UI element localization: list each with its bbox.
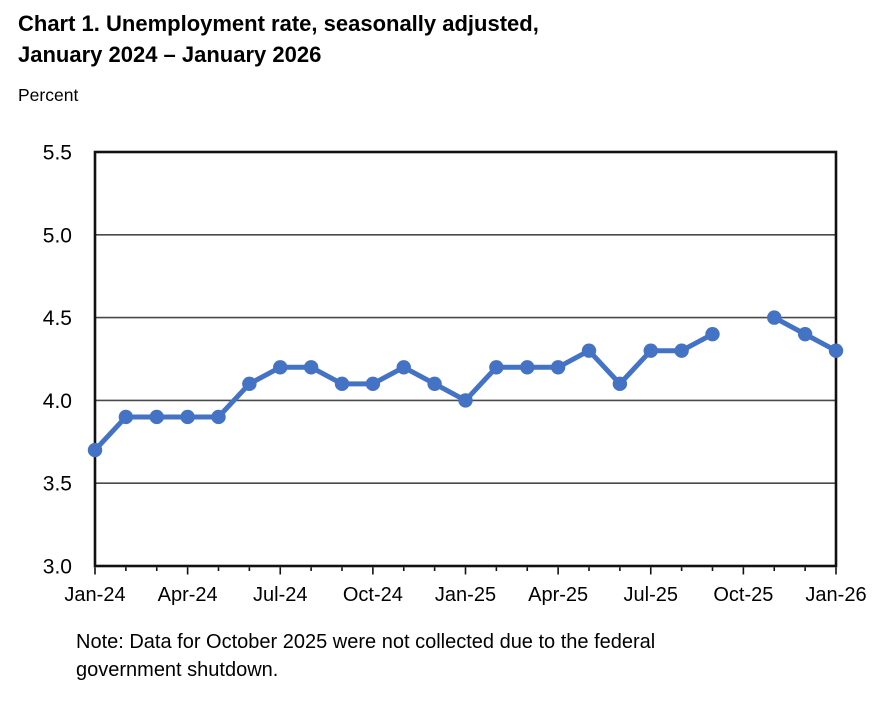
data-point xyxy=(550,360,566,375)
note-line1: Note: Data for October 2025 were not col… xyxy=(76,631,656,653)
data-point xyxy=(303,360,319,375)
data-point xyxy=(427,376,442,392)
data-point xyxy=(828,343,844,358)
data-point xyxy=(118,409,134,425)
y-tick-label: 4.5 xyxy=(43,307,72,330)
chart-svg: 5.5 5.0 4.5 4.0 3.5 3.0 Jan-24 Apr-24 Jul-24 Oct-… xyxy=(43,142,867,607)
x-tick-label: Oct-24 xyxy=(343,584,403,606)
data-point xyxy=(242,376,257,392)
note-line2: government shutdown. xyxy=(76,659,279,681)
y-tick-label: 3.5 xyxy=(43,473,72,496)
data-point xyxy=(273,360,288,375)
data-point xyxy=(489,360,504,375)
data-point xyxy=(365,376,381,392)
x-tick-label: Jul-24 xyxy=(253,584,307,606)
data-point xyxy=(612,376,628,392)
x-tick-label: Jul-25 xyxy=(624,584,678,606)
chart-title: Chart 1. Unemployment rate, seasonally a… xyxy=(18,8,539,70)
data-point xyxy=(149,409,164,425)
y-tick-label: 4.0 xyxy=(43,390,72,413)
x-tick-label: Jan-25 xyxy=(435,584,496,606)
y-axis-unit-label: Percent xyxy=(18,85,79,105)
line-chart: 5.5 5.0 4.5 4.0 3.5 3.0 Jan-24 Apr-24 Jul-24 Oct-… xyxy=(0,128,880,628)
x-tick-label: Jan-26 xyxy=(805,584,866,606)
plot-border xyxy=(93,150,838,568)
data-point xyxy=(767,310,782,325)
data-point xyxy=(334,376,350,392)
data-point xyxy=(180,409,195,425)
data-point xyxy=(458,393,473,408)
x-tick-label: Apr-25 xyxy=(528,584,588,606)
x-tick-label: Apr-24 xyxy=(158,584,218,606)
data-point xyxy=(705,326,720,342)
data-point xyxy=(674,343,689,358)
chart-note: Note: Data for October 2025 were not col… xyxy=(76,628,655,684)
data-point xyxy=(643,343,658,358)
chart-title-line1: Chart 1. Unemployment rate, seasonally a… xyxy=(18,11,539,36)
data-point xyxy=(581,343,597,358)
y-tick-label: 5.0 xyxy=(43,224,72,247)
data-point xyxy=(797,326,813,342)
x-tick-label: Oct-25 xyxy=(713,584,773,606)
chart-title-line2: January 2024 – January 2026 xyxy=(18,42,322,67)
x-tick-label: Jan-24 xyxy=(64,584,125,606)
y-tick-label: 5.5 xyxy=(43,142,72,165)
data-point xyxy=(396,360,411,375)
y-tick-label: 3.0 xyxy=(43,556,72,579)
data-point xyxy=(520,360,535,375)
trend-line-segment xyxy=(92,331,715,453)
data-point xyxy=(211,409,226,425)
data-point xyxy=(87,442,103,458)
